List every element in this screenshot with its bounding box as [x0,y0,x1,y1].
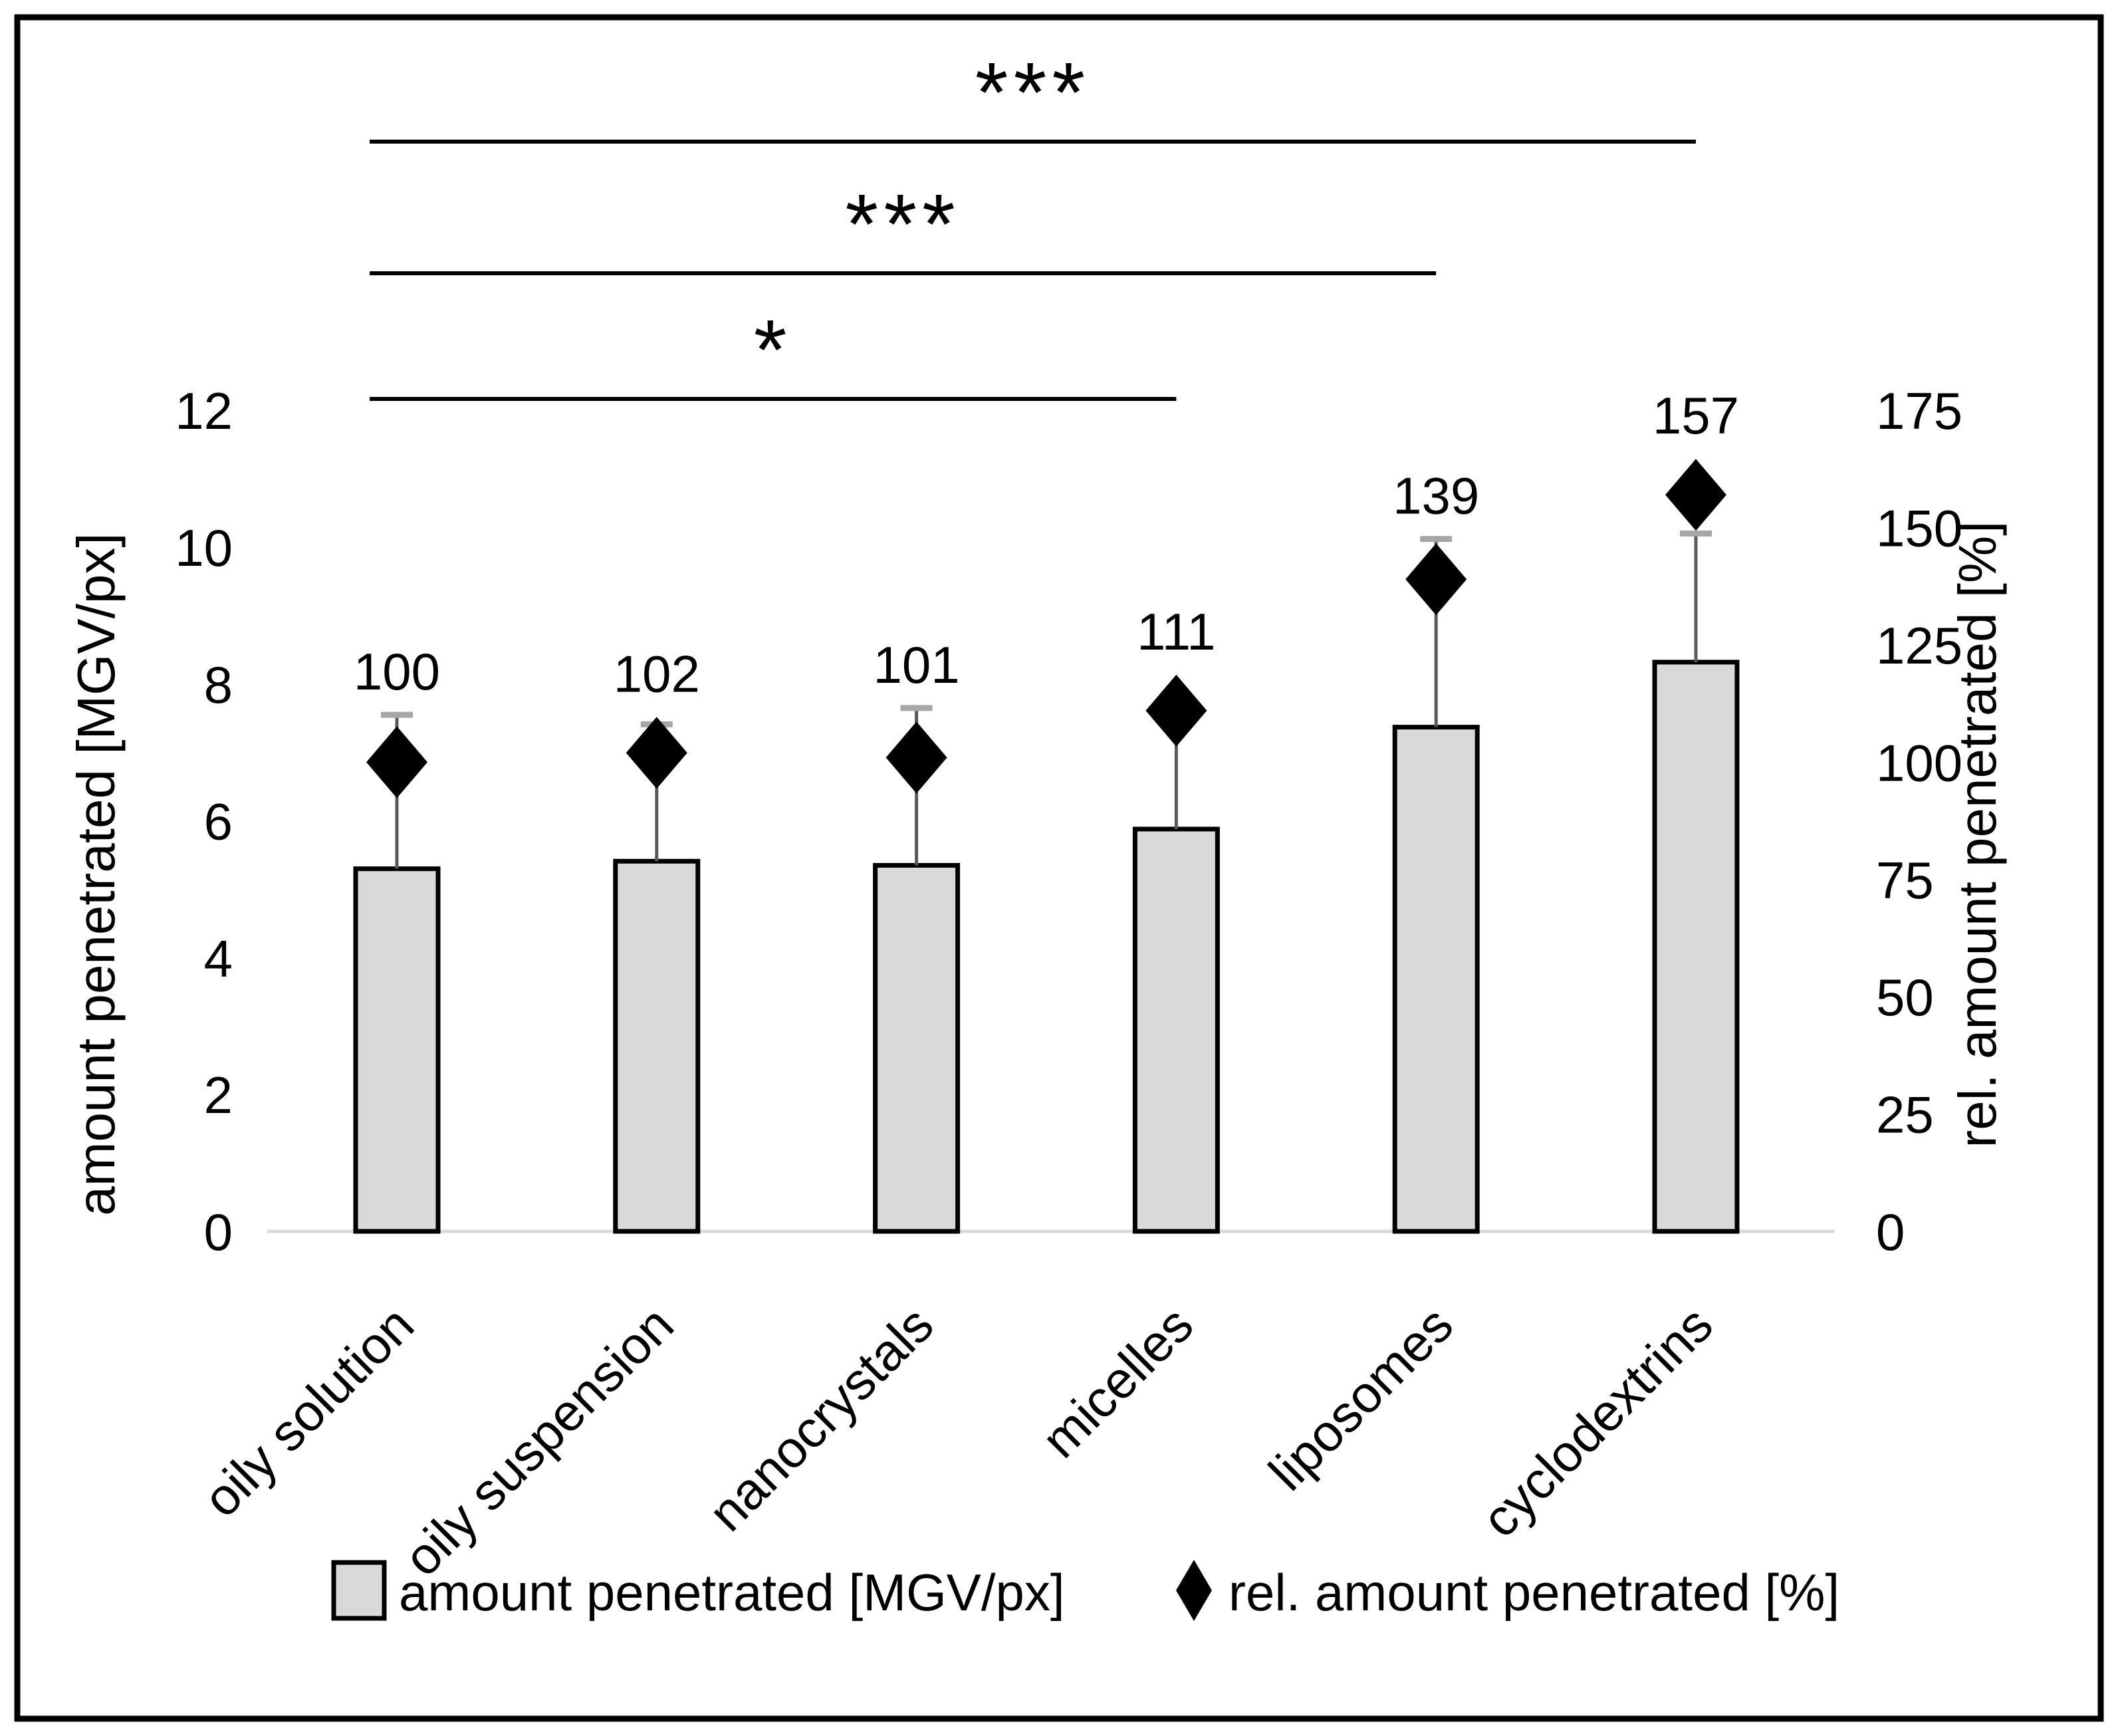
legend-label: rel. amount penetrated [%] [1229,1563,1839,1622]
bar [613,858,701,1234]
diamond-marker [885,721,947,794]
diamond-marker [1665,459,1726,531]
bar [1392,725,1480,1234]
left-tick-label: 8 [204,656,233,714]
data-label: 111 [1137,602,1216,661]
right-axis-ticks: 0 25 50 75 100 125 150 175 [1876,382,1962,1261]
right-axis-title: rel. amount penetrated [%] [1948,521,2007,1148]
bars-layer [353,660,1740,1234]
left-axis-ticks: 0 2 4 6 8 10 12 [175,382,233,1261]
diamond-marker [366,726,427,799]
data-label: 100 [354,642,440,701]
left-tick-label: 10 [175,519,233,577]
category-label: micelles [1030,1295,1204,1469]
legend-square-marker [331,1560,387,1621]
left-axis-title: amount penetrated [MGV/px] [66,533,126,1215]
right-tick-label: 25 [1876,1086,1934,1144]
left-tick-label: 2 [204,1066,233,1124]
right-tick-label: 150 [1876,499,1962,558]
data-label: 101 [874,636,960,694]
bar [1652,660,1740,1234]
category-label: nanocrystals [697,1295,945,1543]
data-labels-layer: 100 102 101 111 139 157 [354,386,1739,703]
legend-label: amount penetrated [MGV/px] [399,1563,1065,1622]
diamond-marker [626,717,687,789]
left-tick-label: 0 [204,1203,233,1261]
diamond-marker [1405,543,1467,616]
right-tick-label: 0 [1876,1203,1905,1261]
diamond-markers-layer [366,459,1726,799]
right-tick-label: 175 [1876,382,1962,440]
data-label: 157 [1653,386,1739,445]
left-tick-label: 4 [204,929,233,987]
significance-layer: ******* [370,45,1696,401]
category-label: oily solution [192,1295,425,1528]
significance-stars: * [754,303,792,398]
bar [1132,826,1220,1234]
bar [873,862,961,1234]
category-label: cyclodextrins [1471,1295,1724,1549]
right-tick-label: 50 [1876,968,1934,1027]
category-label: liposomes [1258,1295,1465,1502]
bar [353,866,441,1234]
figure-border [14,14,2104,1722]
legend-diamond-marker [1176,1560,1212,1621]
data-label: 139 [1393,467,1479,525]
left-tick-label: 6 [204,793,233,851]
right-tick-label: 125 [1876,616,1962,675]
significance-stars: *** [845,177,960,272]
right-tick-label: 100 [1876,733,1962,792]
data-label: 102 [614,644,700,703]
error-bars-layer [381,530,1712,869]
left-tick-label: 12 [175,382,233,440]
legend: amount penetrated [MGV/px] rel. amount pe… [331,1560,1839,1622]
category-label: oily suspension [392,1295,684,1587]
diamond-marker [1145,674,1207,747]
significance-stars: *** [975,45,1090,140]
right-tick-label: 75 [1876,851,1934,910]
